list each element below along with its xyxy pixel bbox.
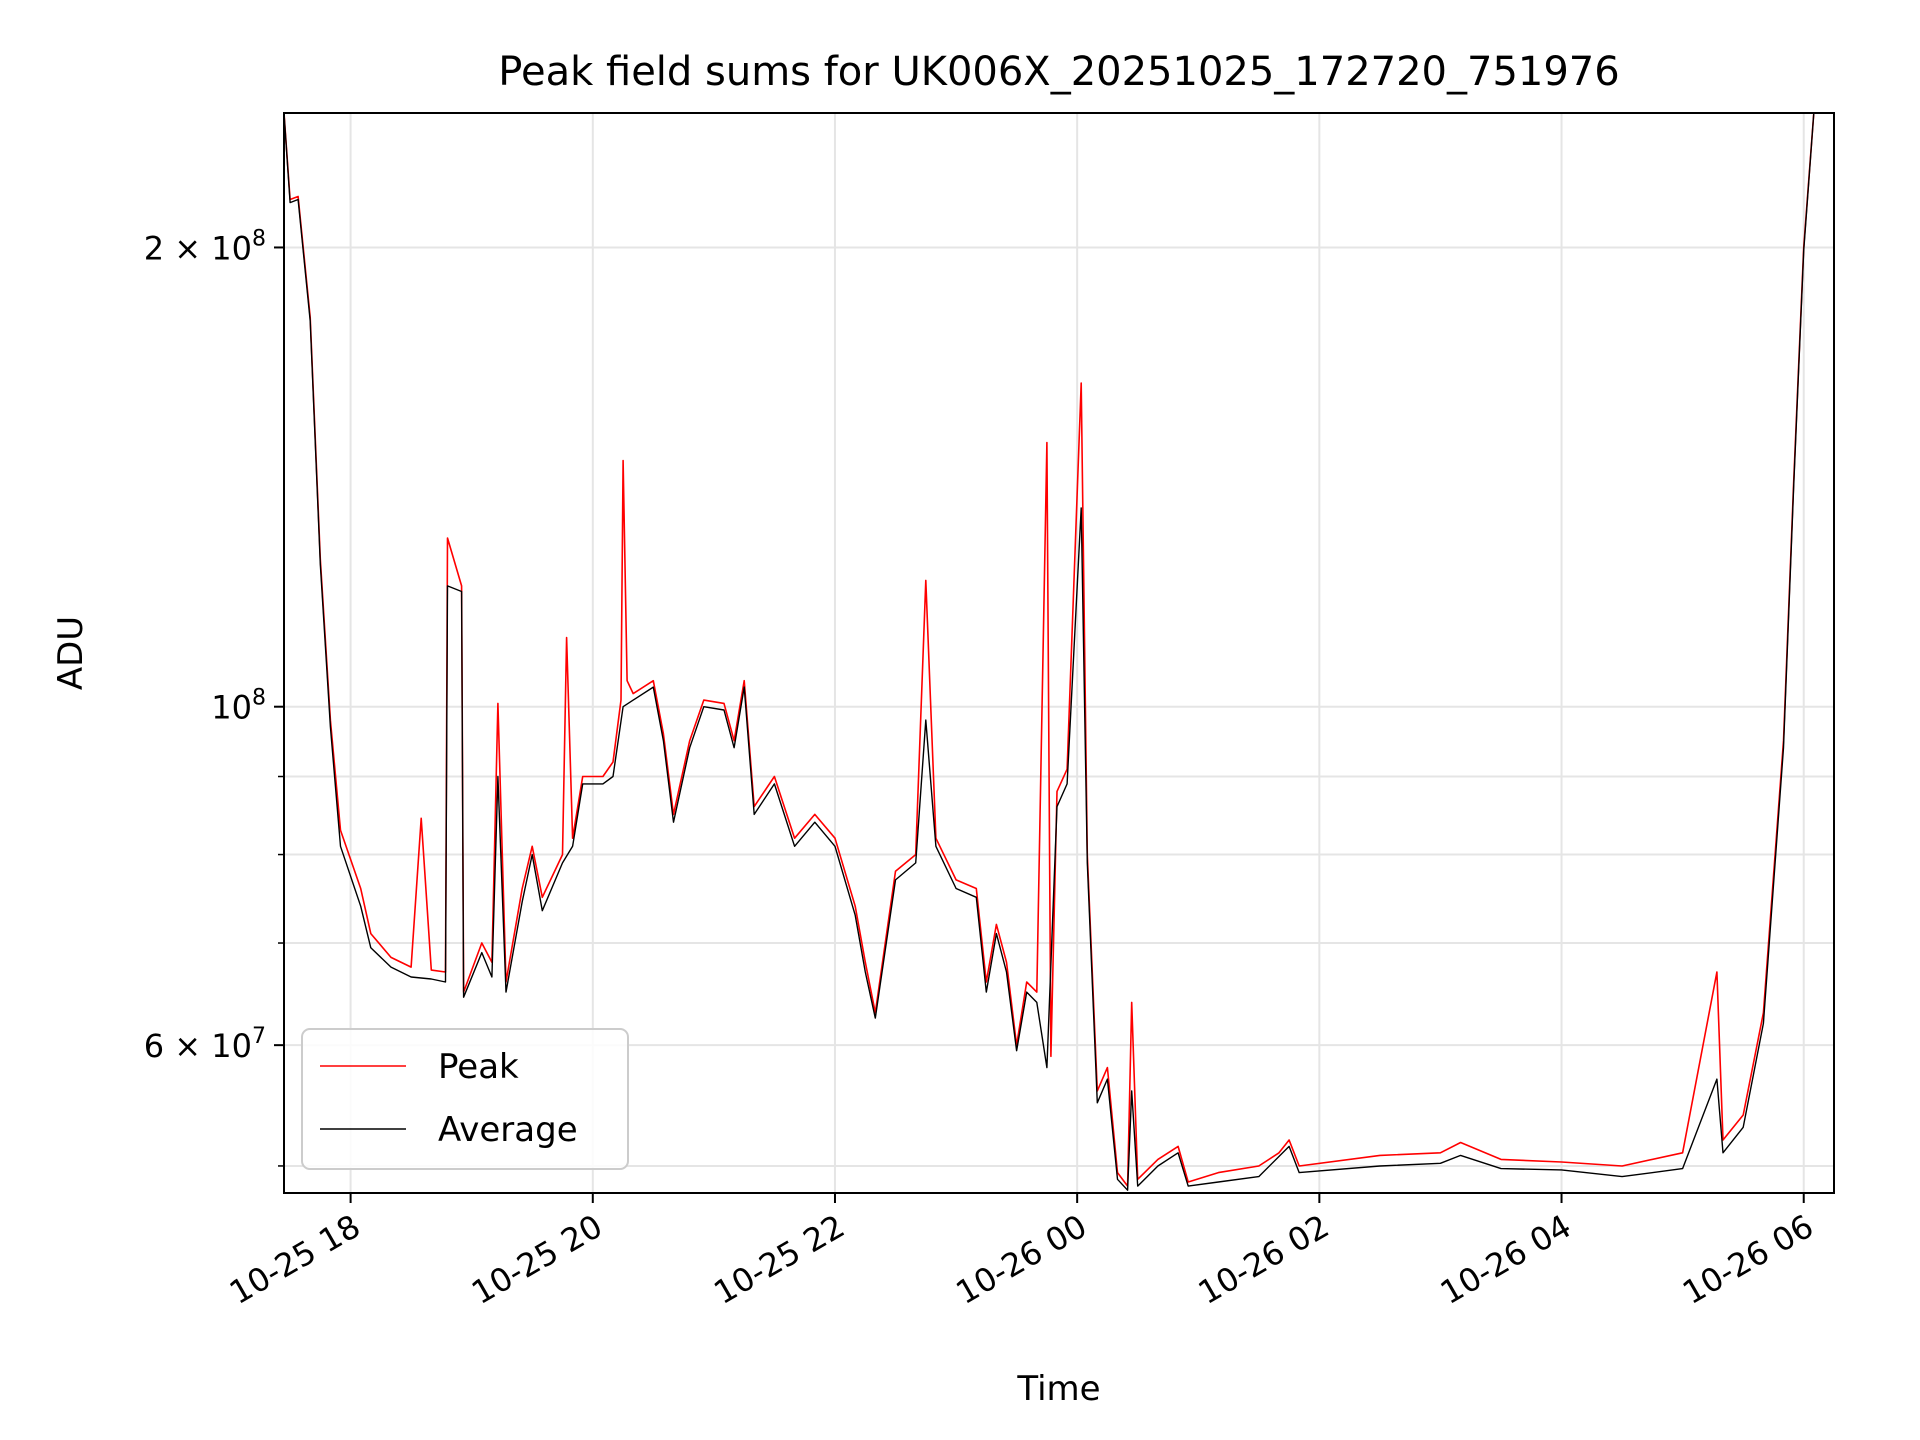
y-tick-label: 6 × 107 <box>144 1024 266 1065</box>
legend-peak-label: Peak <box>438 1047 519 1087</box>
plot-lines <box>283 112 1815 1191</box>
y-tick-label: 2 × 108 <box>144 226 266 267</box>
chart-title: Peak field sums for UK006X_20251025_1727… <box>498 49 1619 95</box>
legend-box <box>301 1028 629 1170</box>
y-tick-label: 108 <box>211 686 266 727</box>
y-axis-label: ADU <box>51 616 91 690</box>
series-line-average <box>283 112 1815 1191</box>
y-axis-ticks: 6 × 107 108 2 × 108 <box>144 226 284 1167</box>
plot-frame <box>283 112 1835 1194</box>
legend: Peak Average <box>301 1028 629 1170</box>
x-axis-label: Time <box>1016 1369 1100 1409</box>
legend-average-label: Average <box>438 1110 578 1150</box>
